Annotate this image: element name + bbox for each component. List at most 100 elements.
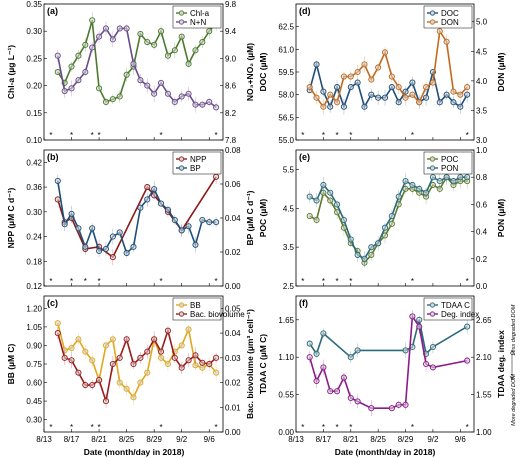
data-point bbox=[306, 84, 313, 91]
data-point bbox=[375, 240, 382, 247]
data-point bbox=[192, 47, 199, 54]
y-right-tick-label: 4.0 bbox=[476, 77, 488, 86]
data-point bbox=[82, 381, 89, 389]
annot-arrow-head-up bbox=[509, 349, 515, 355]
data-point bbox=[199, 39, 206, 46]
data-point bbox=[157, 348, 165, 355]
x-tick-label: 8/13 bbox=[288, 435, 304, 444]
significance-star: * bbox=[411, 131, 414, 140]
data-point bbox=[54, 320, 61, 327]
significance-star: * bbox=[49, 277, 52, 286]
data-point bbox=[354, 79, 361, 86]
legend-label: N+N bbox=[190, 18, 206, 27]
data-point bbox=[185, 90, 192, 97]
data-point bbox=[340, 73, 347, 80]
data-point bbox=[375, 64, 382, 71]
data-point bbox=[144, 196, 151, 203]
data-point bbox=[96, 247, 103, 255]
data-point bbox=[171, 47, 178, 54]
significance-star: * bbox=[411, 423, 414, 432]
y-right-tick-label: 0.2 bbox=[476, 255, 488, 264]
panel-f: 0.00 0.55 1.10 1.65 1.00 1.55 2.10 2.65 8/13 8/17… bbox=[258, 295, 506, 444]
legend-label: BP bbox=[190, 164, 201, 173]
data-point bbox=[361, 103, 368, 110]
panel-e: 2.5 3.5 4.5 5.5 0.0 0.2 0.4 0.6 0.8 1.0 POC (µM) PO… bbox=[258, 146, 506, 291]
data-point bbox=[178, 33, 185, 40]
data-point bbox=[395, 99, 402, 106]
y-right-tick-label: 9.4 bbox=[225, 27, 237, 36]
data-point bbox=[164, 360, 171, 368]
data-point bbox=[402, 94, 409, 101]
data-point bbox=[340, 374, 347, 381]
significance-star: * bbox=[91, 423, 94, 432]
data-point bbox=[395, 193, 402, 200]
data-point bbox=[116, 354, 123, 361]
significance-star: * bbox=[301, 423, 304, 432]
data-point bbox=[395, 401, 402, 408]
data-point bbox=[388, 73, 395, 80]
data-point bbox=[54, 330, 61, 337]
data-point bbox=[354, 347, 361, 354]
significance-star: * bbox=[349, 277, 352, 286]
significance-star: * bbox=[336, 131, 339, 140]
data-point bbox=[457, 91, 464, 98]
data-point bbox=[368, 76, 375, 83]
data-point bbox=[381, 224, 389, 231]
plot-frame bbox=[295, 149, 475, 287]
data-point bbox=[213, 354, 220, 361]
data-point bbox=[130, 360, 137, 368]
y-right-tick-label: 0.02 bbox=[225, 379, 241, 388]
data-point bbox=[82, 41, 89, 48]
data-point bbox=[402, 347, 409, 354]
data-point bbox=[306, 354, 313, 361]
data-point bbox=[102, 398, 110, 405]
series-line-deg-index bbox=[308, 314, 468, 410]
x-tick-label: 8/21 bbox=[91, 435, 107, 444]
x-tick-label: 8/29 bbox=[146, 435, 162, 444]
y-left-tick-label: 0.35 bbox=[26, 0, 42, 9]
data-point bbox=[381, 94, 389, 101]
y-right-tick-label: 8.2 bbox=[225, 109, 237, 118]
data-point bbox=[320, 330, 327, 337]
panel-d: 55.0 56.5 58.0 59.5 61.0 62.5 3.0 3.5 4.0 4.5 5.0 D… bbox=[258, 3, 506, 145]
y-left-axis-label: NPP (µM C d⁻¹) bbox=[6, 187, 16, 248]
data-point bbox=[464, 84, 471, 91]
x-axis-label-left: Date (month/day in 2018) bbox=[84, 447, 185, 457]
data-point bbox=[416, 99, 423, 106]
significance-star: * bbox=[336, 277, 339, 286]
data-point bbox=[327, 189, 334, 196]
significance-star: * bbox=[91, 131, 94, 140]
data-point bbox=[416, 316, 423, 323]
y-right-tick-label: 0.00 bbox=[225, 282, 241, 291]
y-left-tick-label: 0.55 bbox=[278, 391, 294, 400]
significance-star: * bbox=[159, 131, 162, 140]
y-left-tick-label: 0.30 bbox=[26, 416, 42, 425]
legend-label: Bac. biovolume bbox=[190, 310, 245, 319]
y-left-axis-label: POC (µM) bbox=[258, 199, 268, 238]
data-point bbox=[171, 354, 178, 361]
data-point bbox=[368, 251, 375, 258]
data-point bbox=[206, 98, 213, 105]
data-point bbox=[96, 33, 103, 40]
y-right-tick-label: 8.6 bbox=[225, 82, 237, 91]
data-point bbox=[368, 244, 375, 251]
x-tick-label: 8/21 bbox=[343, 435, 359, 444]
data-point bbox=[68, 357, 75, 364]
y-left-tick-label: 62.5 bbox=[278, 23, 294, 32]
data-point bbox=[185, 357, 192, 364]
data-point bbox=[402, 178, 409, 185]
data-point bbox=[89, 44, 96, 51]
data-point bbox=[185, 223, 192, 230]
data-point bbox=[199, 217, 206, 224]
data-point bbox=[123, 385, 130, 392]
data-point bbox=[320, 364, 327, 371]
data-point bbox=[354, 398, 361, 405]
data-point bbox=[130, 394, 137, 401]
data-point bbox=[213, 173, 220, 180]
data-point bbox=[164, 52, 171, 59]
data-point bbox=[327, 197, 334, 204]
y-right-tick-label: 0.00 bbox=[225, 428, 241, 437]
data-point bbox=[320, 88, 327, 95]
data-point bbox=[130, 243, 137, 250]
data-point bbox=[164, 327, 171, 334]
